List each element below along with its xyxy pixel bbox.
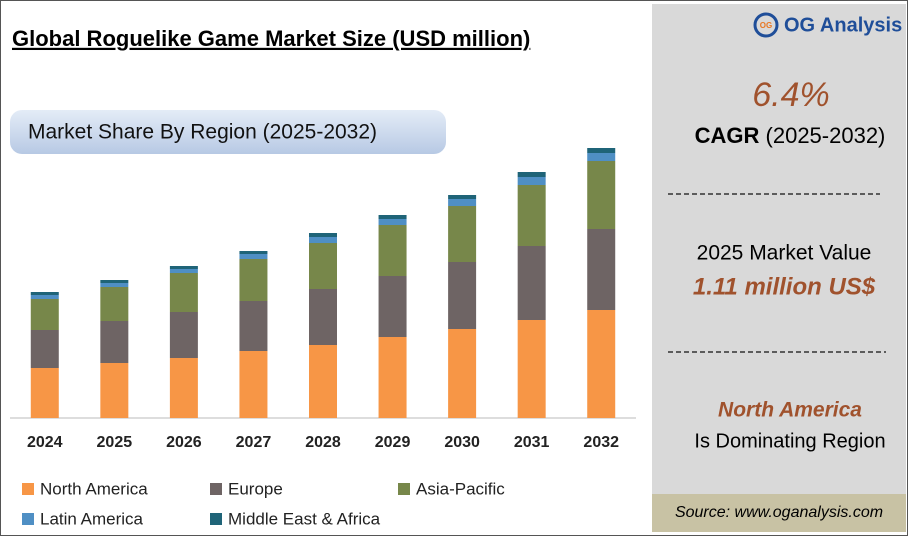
- x-tick-label: 2032: [583, 434, 619, 451]
- bar-segment: [448, 195, 477, 199]
- bar-segment: [378, 337, 407, 418]
- bar-segment: [448, 262, 477, 329]
- bar-segment: [309, 233, 337, 237]
- region: North America: [718, 399, 862, 422]
- logo: OG Analysis: [784, 14, 902, 36]
- chart-title: Global Roguelike Game Market Size (USD m…: [12, 26, 530, 51]
- bar-segment: [30, 330, 59, 368]
- bar-segment: [587, 229, 616, 310]
- bar-segment: [517, 185, 546, 246]
- cagr-value: 6.4%: [752, 76, 830, 114]
- bar-segment: [587, 148, 616, 153]
- bar-segment: [587, 161, 616, 229]
- bar-segment: [169, 358, 198, 418]
- bar-segment: [30, 368, 59, 418]
- x-tick-label: 2029: [375, 434, 411, 451]
- bar-segment: [169, 273, 198, 312]
- region-text: Is Dominating Region: [694, 430, 885, 452]
- bar-segment: [239, 254, 268, 259]
- bar-segment: [378, 219, 407, 225]
- bar-segment: [587, 153, 616, 161]
- bar-segment: [517, 320, 546, 418]
- subtitle-pill: [10, 110, 446, 154]
- legend-label: Latin America: [40, 509, 144, 528]
- bar-segment: [517, 177, 546, 185]
- bar-segment: [448, 199, 477, 206]
- bar-segment: [378, 225, 407, 276]
- x-tick-label: 2031: [514, 434, 550, 451]
- bar-segment: [309, 345, 337, 418]
- logo-mark: OG: [760, 21, 772, 30]
- logo-icon: [753, 12, 779, 38]
- bar-segment: [100, 321, 129, 363]
- cagr-period: (2025-2032): [766, 123, 886, 148]
- x-tick-label: 2025: [97, 434, 133, 451]
- x-tick-label: 2030: [444, 434, 480, 451]
- bar-segment: [239, 301, 268, 351]
- x-tick-label: 2026: [166, 434, 202, 451]
- bar-segment: [309, 237, 337, 243]
- legend-swatch: [210, 513, 222, 525]
- subtitle: Market Share By Region (2025-2032): [28, 121, 377, 144]
- legend-swatch: [398, 483, 410, 495]
- side-panel: [652, 4, 906, 532]
- legend-swatch: [22, 483, 34, 495]
- legend-label: Middle East & Africa: [228, 509, 381, 528]
- bar-segment: [239, 259, 268, 301]
- bar-segment: [309, 289, 337, 345]
- bar-segment: [30, 299, 59, 330]
- bar-segment: [448, 329, 477, 418]
- legend-label: Asia-Pacific: [416, 479, 505, 498]
- value-label: 2025 Market Value: [697, 242, 872, 265]
- bar-segment: [30, 292, 59, 295]
- bar-segment: [587, 310, 616, 418]
- bar-segment: [100, 280, 129, 283]
- bar-segment: [169, 269, 198, 273]
- bar-segment: [239, 351, 268, 418]
- legend-label: North America: [40, 479, 148, 498]
- source: Source: www.oganalysis.com: [675, 504, 883, 521]
- cagr-line: CAGR (2025-2032): [695, 123, 886, 148]
- bar-segment: [100, 283, 129, 287]
- bar-segment: [169, 312, 198, 358]
- market-value: 1.11 million US$: [693, 273, 876, 300]
- legend-label: Europe: [228, 479, 283, 498]
- cagr-label: CAGR: [695, 123, 760, 148]
- source-bar: [652, 494, 906, 532]
- bar-segment: [378, 276, 407, 337]
- bar-segment: [100, 363, 129, 418]
- x-tick-label: 2024: [27, 434, 63, 451]
- bar-segment: [100, 287, 129, 321]
- legend-swatch: [210, 483, 222, 495]
- legend-swatch: [22, 513, 34, 525]
- bar-segment: [448, 206, 477, 262]
- x-tick-label: 2028: [305, 434, 341, 451]
- x-tick-label: 2027: [236, 434, 272, 451]
- bar-segment: [378, 215, 407, 219]
- bar-segment: [517, 246, 546, 320]
- bar-segment: [309, 243, 337, 289]
- bar-segment: [169, 266, 198, 269]
- bar-segment: [517, 172, 546, 177]
- bar-segment: [239, 251, 268, 254]
- bar-segment: [30, 295, 59, 299]
